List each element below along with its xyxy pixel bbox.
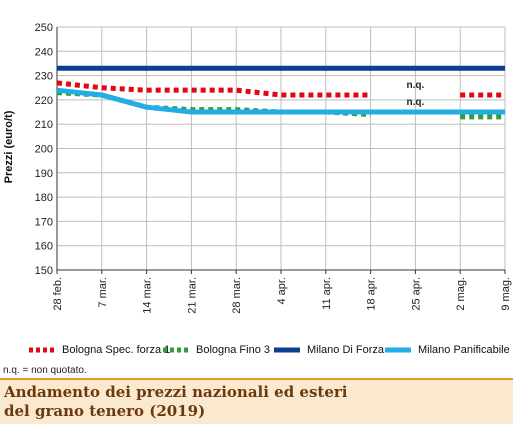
series-lines	[56, 65, 505, 120]
legend-item-milano-panificabile: Milano Panificabile	[384, 340, 510, 360]
y-tick-label: 160	[35, 241, 53, 253]
chart-title: Andamento dei prezzi nazionali ed esteri…	[4, 383, 509, 421]
x-tick-label: 9 mag.	[500, 277, 512, 311]
chart-title-line-2: del grano tenero (2019)	[4, 402, 206, 420]
y-tick-label: 170	[35, 216, 53, 228]
x-tick-label: 14 mar.	[142, 277, 154, 314]
y-axis-label: Prezzi (euro/t)	[3, 110, 15, 183]
y-tick-label: 200	[35, 144, 53, 156]
series-line-bologna-spec-forza-1	[56, 80, 371, 98]
legend-label: Milano Di Forza	[307, 344, 385, 356]
legend-item-milano-di-forza: Milano Di Forza	[273, 340, 384, 360]
x-tick-label: 21 mar.	[186, 277, 198, 314]
y-tick-label: 230	[35, 71, 53, 83]
legend-swatch-green-dotted	[163, 347, 189, 353]
legend-swatch-cyan-solid	[385, 347, 411, 353]
y-tick-label: 180	[35, 192, 53, 204]
x-tick-labels: 28 feb. 7 mar. 14 mar. 21 mar. 28 mar. 4 apr.…	[52, 277, 512, 314]
y-tick-label: 220	[35, 95, 53, 107]
x-tick-label: 28 mar.	[231, 277, 243, 314]
annotation-nq: n.q.	[407, 80, 425, 91]
x-tick-label: 11 apr.	[321, 277, 333, 310]
legend-item-bologna-fino-3: Bologna Fino 3	[162, 340, 270, 360]
x-tick-label: 7 mar.	[97, 277, 109, 308]
x-tick-label: 4 apr.	[276, 277, 288, 305]
caption-box: Andamento dei prezzi nazionali ed esteri…	[0, 378, 513, 424]
x-tick-label: 25 apr.	[410, 277, 422, 311]
gridlines	[56, 26, 506, 271]
legend-swatch-red-dotted	[29, 347, 55, 353]
y-tick-label: 240	[35, 46, 53, 58]
y-tick-label: 150	[35, 265, 53, 277]
legend: Bologna Spec. forza 1 Bologna Fino 3 Mil…	[0, 340, 513, 362]
y-tick-labels: 150 160 170 180 190 200 210 220 230 240 250	[35, 22, 53, 277]
footnote: n.q. = non quotato.	[3, 365, 87, 376]
x-tick-label: 18 apr.	[366, 277, 378, 311]
y-tick-label: 210	[35, 119, 53, 131]
annotation-nq: n.q.	[407, 97, 425, 108]
legend-label: Bologna Fino 3	[196, 344, 270, 356]
legend-item-bologna-spec-forza-1: Bologna Spec. forza 1	[28, 340, 170, 360]
x-tick-label: 2 mag.	[455, 277, 467, 311]
annotations: n.q. n.q.	[407, 80, 425, 108]
series-line-milano-panificabile	[56, 87, 505, 115]
legend-swatch-navy-solid	[274, 347, 300, 353]
y-tick-label: 190	[35, 168, 53, 180]
line-chart: 150 160 170 180 190 200 210 220 230 240 250 28 feb…	[3, 22, 512, 314]
x-tick-label: 28 feb.	[52, 277, 64, 311]
chart-title-line-1: Andamento dei prezzi nazionali ed esteri	[4, 383, 348, 401]
legend-label: Milano Panificabile	[418, 344, 510, 356]
legend-label: Bologna Spec. forza 1	[62, 344, 171, 356]
y-tick-label: 250	[35, 22, 53, 34]
